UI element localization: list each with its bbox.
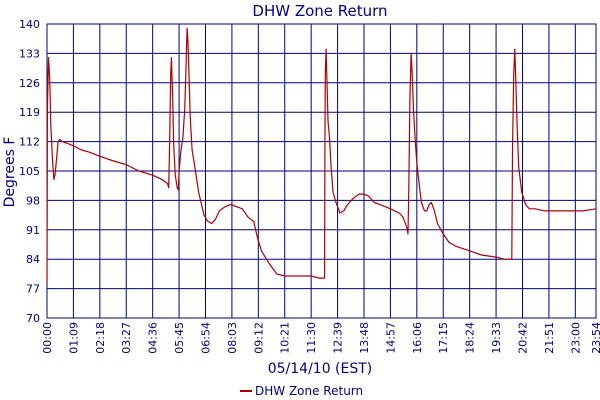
legend-label: DHW Zone Return (255, 384, 363, 398)
x-tick-label: 06:54 (199, 322, 212, 354)
x-tick-label: 21:51 (543, 322, 556, 354)
y-tick-label: 112 (19, 136, 40, 149)
y-tick-label: 119 (19, 106, 40, 119)
x-tick-label: 05:45 (173, 322, 186, 354)
grid-lines (46, 23, 597, 319)
x-tick-label: 00:00 (41, 322, 54, 354)
x-tick-label: 11:30 (305, 322, 318, 354)
x-tick-label: 14:57 (384, 322, 397, 354)
y-tick-label: 133 (19, 47, 40, 60)
y-tick-label: 70 (26, 312, 40, 325)
x-tick-label: 09:12 (252, 322, 265, 354)
y-tick-label: 98 (26, 194, 40, 207)
x-axis-label: 05/14/10 (EST) (268, 361, 373, 377)
x-tick-label: 19:33 (490, 322, 503, 354)
x-tick-label: 08:03 (226, 322, 239, 354)
x-tick-label: 17:15 (437, 322, 450, 354)
x-tick-label: 12:39 (332, 322, 345, 354)
y-tick-label: 77 (26, 283, 40, 296)
x-tick-label: 23:00 (569, 322, 582, 354)
x-tick-label: 03:27 (120, 322, 133, 354)
y-tick-label: 126 (19, 77, 40, 90)
chart-title: DHW Zone Return (252, 2, 387, 20)
y-tick-labels: 70 77 84 91 98 105 112 119 126 133 140 (19, 18, 40, 325)
y-tick-label: 91 (26, 224, 40, 237)
x-tick-label: 04:36 (147, 322, 160, 354)
x-tick-label: 10:21 (279, 322, 292, 354)
legend: DHW Zone Return (240, 384, 363, 398)
series-layer (46, 27, 597, 285)
x-tick-label: 20:42 (516, 322, 529, 354)
y-tick-label: 140 (19, 18, 40, 31)
x-tick-label: 02:18 (94, 322, 107, 354)
x-tick-label: 18:24 (464, 322, 477, 354)
x-tick-label: 16:06 (411, 322, 424, 354)
y-tick-label: 105 (19, 165, 40, 178)
y-tick-label: 84 (26, 253, 40, 266)
series-line-dhw-zone-return (46, 27, 597, 285)
y-axis-label: Degrees F (2, 137, 18, 208)
x-tick-labels: 00:00 01:09 02:18 03:27 04:36 05:45 06:54 08:03… (41, 322, 600, 354)
x-tick-label: 23:54 (590, 322, 600, 354)
x-tick-label: 01:09 (67, 322, 80, 354)
x-tick-label: 13:48 (358, 322, 371, 354)
